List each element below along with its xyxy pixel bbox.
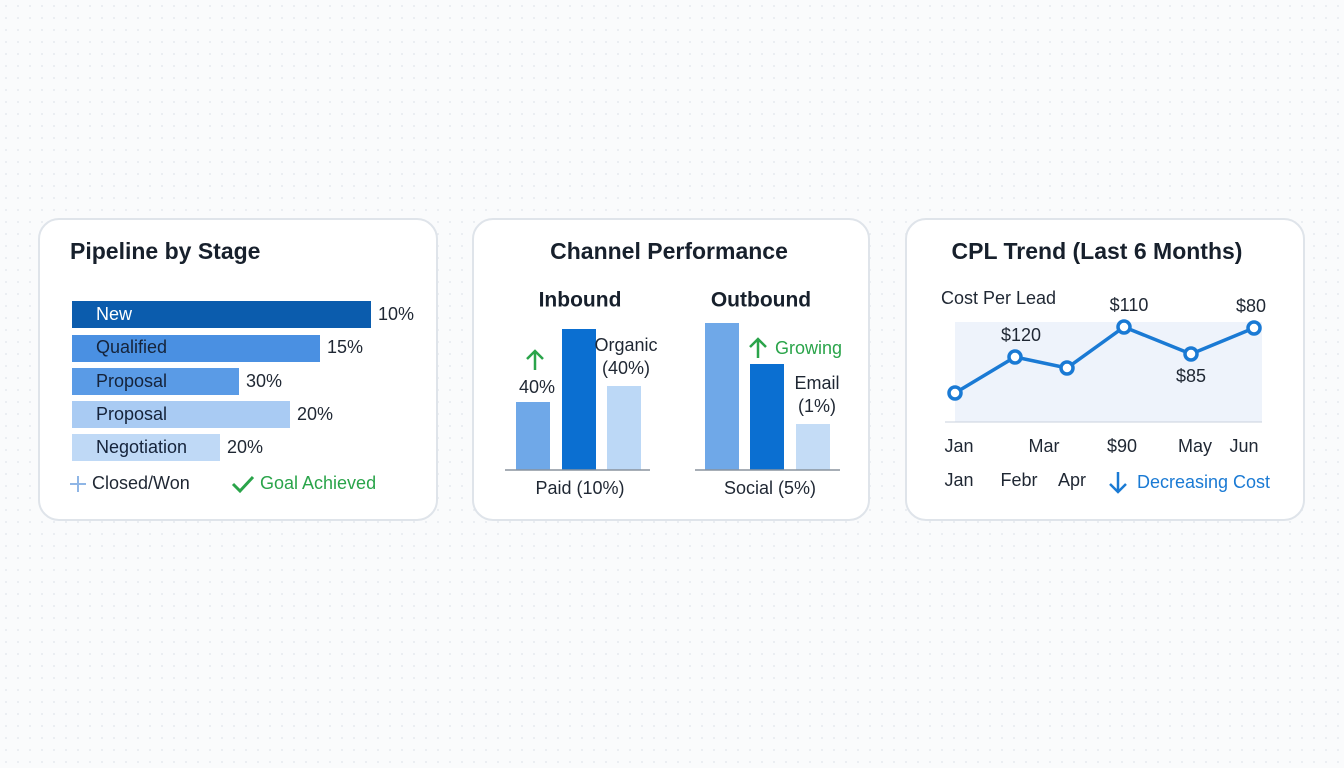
up-arrow [749, 337, 767, 358]
caption: Social (5%) [724, 478, 816, 498]
bar-label: Qualified [96, 337, 167, 357]
footer-text: Closed/Won [92, 473, 190, 493]
bar-label: Email [794, 373, 839, 393]
bar-label: Proposal [96, 404, 167, 424]
bar [607, 386, 641, 470]
caption: Paid (10%) [535, 478, 624, 498]
marker [1246, 320, 1262, 336]
bar-label: (1%) [798, 396, 836, 416]
check-icon [231, 475, 255, 494]
marker [1183, 346, 1199, 362]
trend-note: Decreasing Cost [1137, 472, 1270, 492]
axis-label: Apr [1058, 470, 1086, 490]
point-label: $80 [1236, 296, 1266, 316]
bar-value: 15% [327, 337, 363, 357]
bar-label: (40%) [602, 358, 650, 378]
card-title: CPL Trend (Last 6 Months) [952, 238, 1243, 264]
bar-label: Negotiation [96, 437, 187, 457]
marker [1059, 360, 1075, 376]
axis-label: Jun [1229, 436, 1258, 456]
down-arrow [1109, 472, 1127, 494]
bar-label: New [96, 304, 133, 324]
marker [1116, 319, 1132, 335]
group-title: Inbound [539, 289, 622, 312]
plus-icon [70, 476, 86, 492]
note: Growing [775, 338, 842, 358]
bar-value: 30% [246, 371, 282, 391]
group-title: Outbound [711, 289, 811, 312]
bar [516, 402, 550, 470]
card-title: Pipeline by Stage [70, 238, 260, 264]
point-label: $110 [1110, 295, 1149, 315]
bar-value: 20% [297, 404, 333, 424]
bar [796, 424, 830, 470]
bar [72, 434, 220, 461]
bar-value: 10% [378, 304, 414, 324]
axis-label: Jan [944, 436, 973, 456]
markers [947, 319, 1262, 401]
footer-text: Goal Achieved [260, 473, 376, 493]
bar [750, 364, 784, 470]
trend-line [954, 325, 1255, 395]
card [472, 218, 870, 521]
card-title: Channel Performance [550, 238, 788, 264]
bar [705, 323, 739, 470]
point-label: $120 [1001, 325, 1041, 345]
bar [72, 401, 290, 428]
bar [72, 301, 371, 328]
card-subtitle: Cost Per Lead [941, 288, 1056, 308]
bar-label: Organic [594, 335, 657, 355]
bar-value: 20% [227, 437, 263, 457]
axis-label: Mar [1029, 436, 1060, 456]
bar [72, 335, 320, 362]
axis-label: $90 [1107, 436, 1137, 456]
axis-label: May [1178, 436, 1212, 456]
note: 40% [519, 377, 555, 397]
point-label: $85 [1176, 366, 1206, 386]
bar [72, 368, 239, 395]
bar [562, 329, 596, 470]
marker [947, 385, 963, 401]
bar-label: Proposal [96, 371, 167, 391]
up-arrow [526, 349, 544, 370]
axis-label: Febr [1000, 470, 1037, 490]
marker [1007, 349, 1023, 365]
axis-label: Jan [944, 470, 973, 490]
